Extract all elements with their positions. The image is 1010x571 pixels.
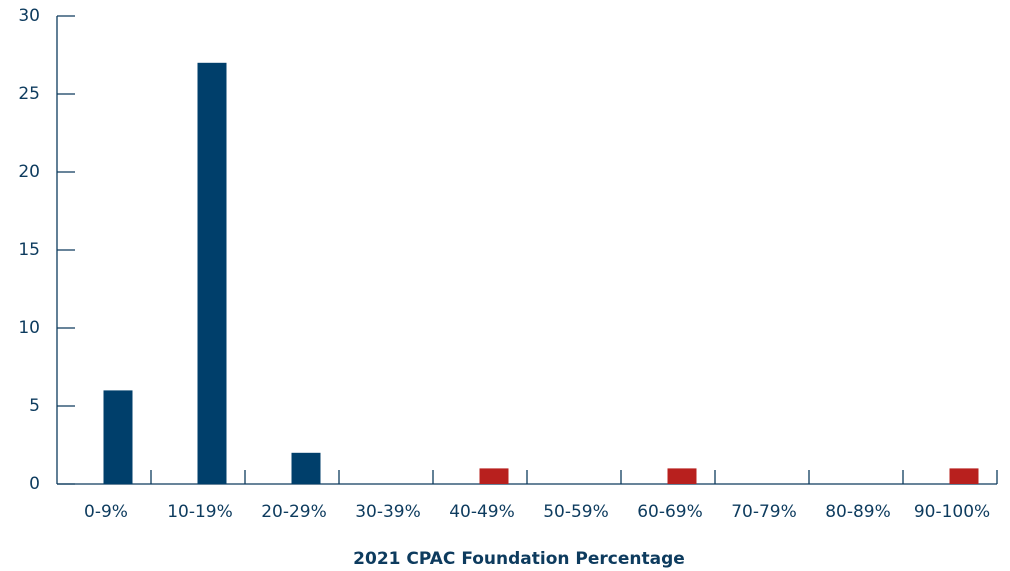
y-tick-label: 20	[18, 162, 40, 182]
y-tick-label: 25	[18, 84, 40, 104]
x-tick-label: 90-100%	[914, 502, 990, 522]
y-tick-label: 15	[18, 240, 40, 260]
y-tick-label: 10	[18, 318, 40, 338]
x-axis-title: 2021 CPAC Foundation Percentage	[353, 549, 685, 569]
bar	[667, 468, 697, 484]
y-tick-label: 5	[29, 396, 40, 416]
y-tick-label: 0	[29, 474, 40, 494]
bar	[197, 62, 227, 485]
x-tick-label: 0-9%	[84, 502, 128, 522]
x-tick-label: 50-59%	[543, 502, 609, 522]
bar	[479, 468, 509, 484]
bar	[103, 390, 133, 484]
y-tick-label: 30	[18, 6, 40, 26]
x-tick-label: 60-69%	[637, 502, 703, 522]
bar	[949, 468, 979, 484]
x-tick-label: 70-79%	[731, 502, 797, 522]
x-tick-label: 30-39%	[355, 502, 421, 522]
x-tick-label: 80-89%	[825, 502, 891, 522]
x-tick-label: 10-19%	[167, 502, 233, 522]
x-tick-label: 40-49%	[449, 502, 515, 522]
x-tick-label: 20-29%	[261, 502, 327, 522]
bar	[291, 452, 321, 484]
